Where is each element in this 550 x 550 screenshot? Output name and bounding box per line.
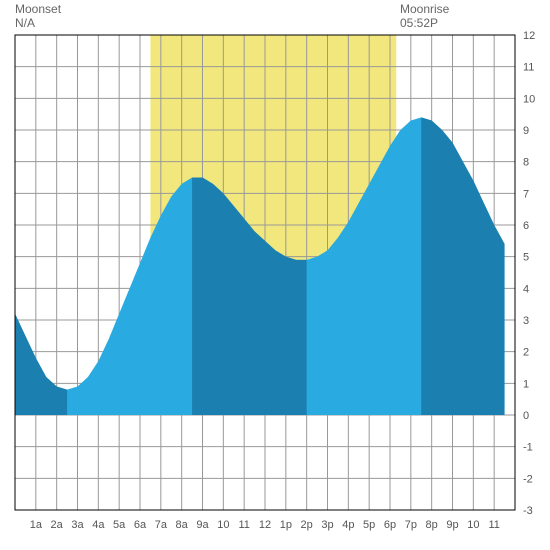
- svg-text:1p: 1p: [280, 519, 292, 531]
- svg-text:0: 0: [523, 410, 529, 422]
- svg-text:6p: 6p: [384, 519, 396, 531]
- svg-text:11: 11: [238, 519, 249, 531]
- svg-text:7: 7: [523, 188, 529, 200]
- svg-text:3: 3: [523, 315, 529, 327]
- moonset-value: N/A: [15, 16, 35, 30]
- svg-text:6: 6: [523, 220, 529, 232]
- svg-text:2: 2: [523, 347, 529, 359]
- svg-text:8: 8: [523, 157, 529, 169]
- moonrise-label: Moonrise: [400, 2, 449, 16]
- svg-text:1: 1: [523, 378, 529, 390]
- svg-text:6a: 6a: [134, 519, 147, 531]
- svg-text:5a: 5a: [113, 519, 126, 531]
- svg-text:12: 12: [523, 30, 535, 42]
- svg-text:2p: 2p: [301, 519, 313, 531]
- svg-text:9p: 9p: [446, 519, 458, 531]
- svg-text:-1: -1: [523, 442, 533, 454]
- svg-text:5p: 5p: [363, 519, 375, 531]
- svg-text:7a: 7a: [155, 519, 168, 531]
- svg-text:10: 10: [467, 519, 479, 531]
- svg-text:5: 5: [523, 252, 529, 264]
- svg-text:4a: 4a: [92, 519, 105, 531]
- svg-text:4p: 4p: [342, 519, 354, 531]
- svg-text:9a: 9a: [196, 519, 209, 531]
- svg-text:12: 12: [259, 519, 271, 531]
- svg-text:10: 10: [217, 519, 229, 531]
- svg-text:2a: 2a: [51, 519, 64, 531]
- svg-text:3p: 3p: [321, 519, 333, 531]
- svg-text:11: 11: [523, 62, 534, 74]
- svg-text:-2: -2: [523, 473, 533, 485]
- svg-text:10: 10: [523, 93, 535, 105]
- moonset-label: Moonset: [15, 2, 61, 16]
- svg-text:11: 11: [488, 519, 499, 531]
- svg-text:-3: -3: [523, 505, 533, 517]
- svg-text:8a: 8a: [176, 519, 189, 531]
- tide-chart: Moonset N/A Moonrise 05:52P -3-2-1012345…: [0, 0, 550, 550]
- svg-text:4: 4: [523, 283, 529, 295]
- svg-text:7p: 7p: [405, 519, 417, 531]
- moonrise-value: 05:52P: [400, 16, 438, 30]
- svg-text:1a: 1a: [30, 519, 43, 531]
- svg-text:9: 9: [523, 125, 529, 137]
- svg-text:8p: 8p: [426, 519, 438, 531]
- svg-text:3a: 3a: [71, 519, 84, 531]
- chart-svg: -3-2-101234567891011121a2a3a4a5a6a7a8a9a…: [0, 0, 550, 550]
